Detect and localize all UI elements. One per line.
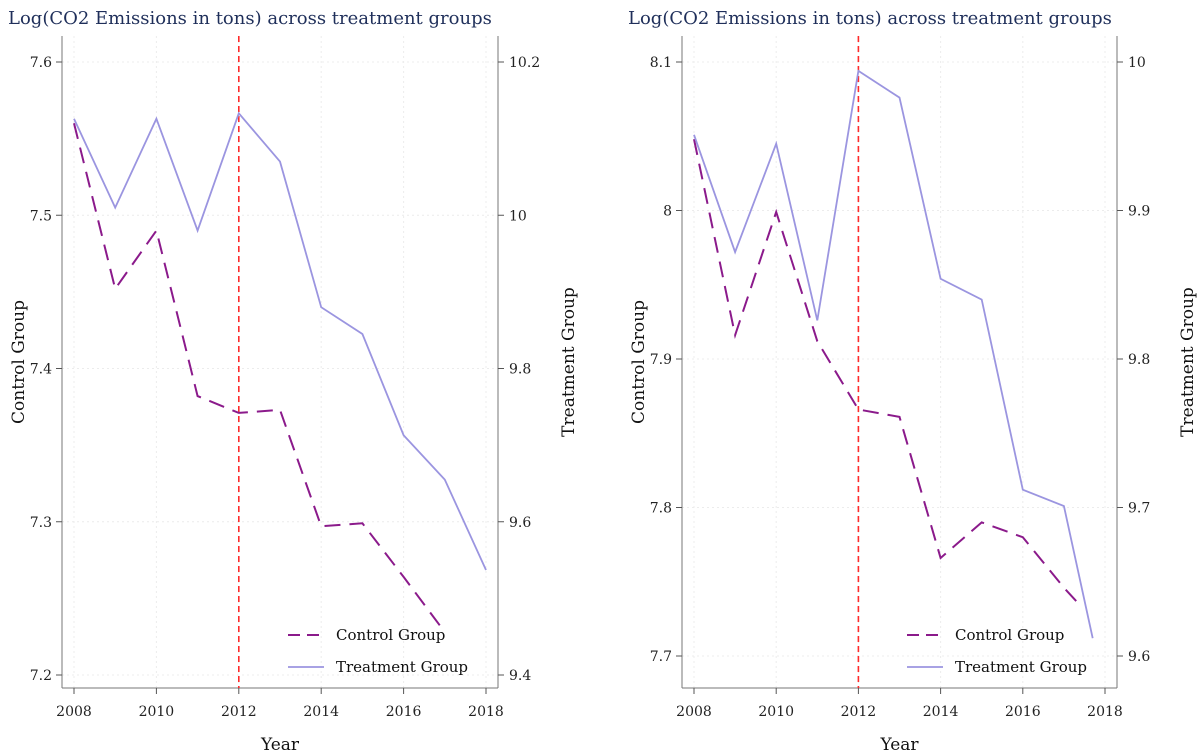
x-tick-label: 2018 <box>468 704 504 720</box>
chart-right: Log(CO2 Emissions in tons) across treatm… <box>620 0 1201 754</box>
legend-label-treatment: Treatment Group <box>336 658 468 676</box>
series-treatment-line <box>693 69 1094 639</box>
y-left-tick-label: 7.4 <box>30 362 52 378</box>
x-tick-label: 2016 <box>1005 704 1041 720</box>
x-tick-label: 2008 <box>676 704 712 720</box>
x-tick-label: 2010 <box>758 704 794 720</box>
y-axis-left-label: Control Group <box>9 300 29 424</box>
chart-title: Log(CO2 Emissions in tons) across treatm… <box>8 8 492 29</box>
y-left-tick-label: 7.6 <box>30 55 52 71</box>
y-right-tick-label: 9.8 <box>509 362 531 378</box>
x-tick-label: 2018 <box>1087 704 1123 720</box>
x-tick-label: 2016 <box>386 704 422 720</box>
legend-label-control: Control Group <box>955 626 1064 644</box>
x-tick-label: 2008 <box>56 704 92 720</box>
legend-label-control: Control Group <box>336 626 445 644</box>
legend-label-treatment: Treatment Group <box>955 658 1087 676</box>
y-right-tick-label: 9.4 <box>509 668 531 684</box>
x-axis-label: Year <box>879 735 919 754</box>
y-right-tick-label: 9.8 <box>1128 352 1150 368</box>
x-tick-label: 2010 <box>139 704 175 720</box>
x-axis-label: Year <box>260 735 300 754</box>
y-left-tick-label: 7.8 <box>650 501 672 517</box>
y-left-tick-label: 7.5 <box>30 208 52 224</box>
chart-right-svg: Log(CO2 Emissions in tons) across treatm… <box>628 8 1198 754</box>
x-tick-label: 2012 <box>841 704 877 720</box>
y-axis-right-label: Treatment Group <box>1178 287 1198 437</box>
y-left-tick-label: 8 <box>663 204 672 220</box>
chart-title: Log(CO2 Emissions in tons) across treatm… <box>628 8 1112 29</box>
y-right-tick-label: 9.6 <box>1128 649 1150 665</box>
y-right-tick-label: 9.9 <box>1128 204 1150 220</box>
x-tick-label: 2014 <box>923 704 959 720</box>
y-right-tick-label: 9.7 <box>1128 501 1150 517</box>
series-treatment-line <box>73 111 487 571</box>
y-left-tick-label: 7.9 <box>650 352 672 368</box>
y-right-tick-label: 9.6 <box>509 515 531 531</box>
x-tick-label: 2014 <box>303 704 339 720</box>
y-left-tick-label: 7.7 <box>650 649 672 665</box>
chart-left: Log(CO2 Emissions in tons) across treatm… <box>0 0 600 754</box>
y-left-tick-label: 7.2 <box>30 668 52 684</box>
y-axis-left-label: Control Group <box>629 300 649 424</box>
series-control-line <box>693 138 1077 602</box>
y-right-tick-label: 10 <box>509 208 527 224</box>
y-right-tick-label: 10.2 <box>509 55 540 71</box>
y-right-tick-label: 10 <box>1128 55 1146 71</box>
y-left-tick-label: 7.3 <box>30 515 52 531</box>
x-tick-label: 2012 <box>221 704 257 720</box>
series-control-line <box>73 123 446 633</box>
y-left-tick-label: 8.1 <box>650 55 672 71</box>
chart-left-svg: Log(CO2 Emissions in tons) across treatm… <box>8 8 579 754</box>
y-axis-right-label: Treatment Group <box>559 287 579 437</box>
